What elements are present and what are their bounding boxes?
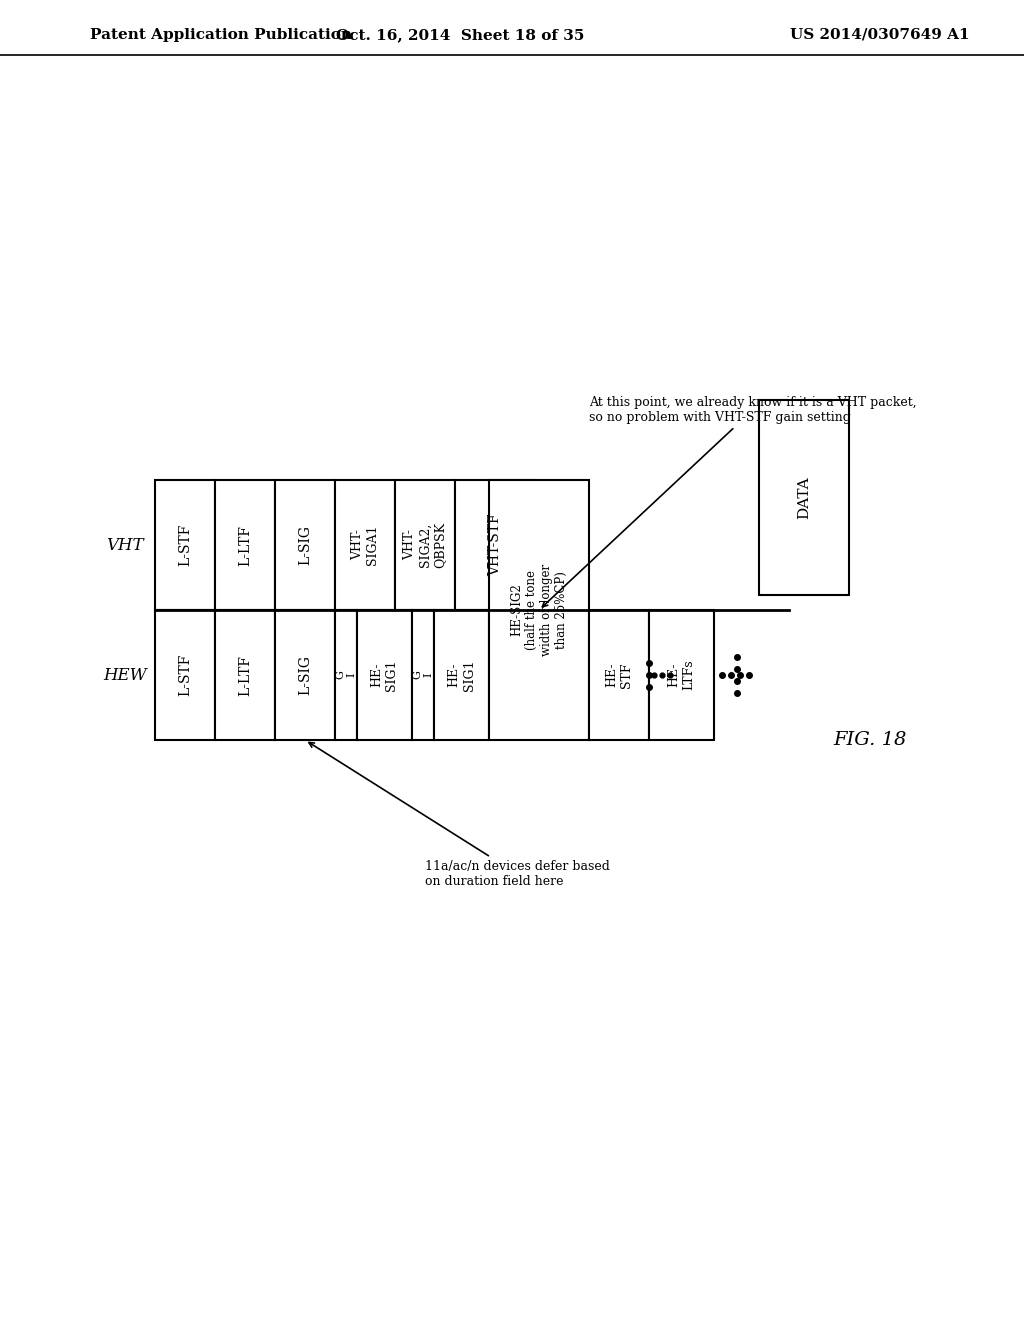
Bar (589, 610, 649, 741)
Text: HE-
LTFs: HE- LTFs (668, 660, 695, 690)
Text: L-STF: L-STF (178, 524, 193, 566)
Text: G
I: G I (413, 671, 434, 680)
Text: Patent Application Publication: Patent Application Publication (90, 28, 352, 42)
Text: VHT: VHT (106, 536, 143, 553)
Bar (335, 480, 395, 610)
Text: L-SIG: L-SIG (298, 655, 312, 696)
Bar (215, 480, 275, 610)
Bar (434, 610, 489, 741)
Bar (275, 480, 335, 610)
Text: VHT-
SIGA1: VHT- SIGA1 (351, 525, 379, 565)
Bar (759, 400, 849, 595)
Bar (395, 480, 455, 610)
Bar (155, 480, 215, 610)
Text: L-STF: L-STF (178, 653, 193, 696)
Text: HE-
SIG1: HE- SIG1 (371, 659, 398, 690)
Bar (215, 610, 275, 741)
Text: HE-
STF: HE- STF (605, 663, 633, 688)
Text: HE-
SIG1: HE- SIG1 (447, 659, 475, 690)
Text: HE-SIG2
(half the tone
width or longer
than 25%CP): HE-SIG2 (half the tone width or longer t… (510, 564, 568, 656)
Text: VHT-STF: VHT-STF (488, 513, 502, 577)
Text: Oct. 16, 2014  Sheet 18 of 35: Oct. 16, 2014 Sheet 18 of 35 (336, 28, 584, 42)
Bar (275, 610, 335, 741)
Text: L-LTF: L-LTF (238, 524, 252, 565)
Text: At this point, we already know if it is a VHT packet,
so no problem with VHT-STF: At this point, we already know if it is … (543, 396, 916, 607)
Text: 11a/ac/n devices defer based
on duration field here: 11a/ac/n devices defer based on duration… (309, 742, 610, 888)
Bar (489, 480, 589, 741)
Bar (335, 610, 357, 741)
Text: G
I: G I (335, 671, 356, 680)
Text: FIG. 18: FIG. 18 (834, 731, 906, 748)
Text: DATA: DATA (797, 477, 811, 519)
Bar (649, 610, 714, 741)
Text: L-SIG: L-SIG (298, 525, 312, 565)
Text: US 2014/0307649 A1: US 2014/0307649 A1 (791, 28, 970, 42)
Bar (412, 610, 434, 741)
Text: L-LTF: L-LTF (238, 655, 252, 696)
Text: VHT-
SIGA2,
QBPSK: VHT- SIGA2, QBPSK (403, 521, 446, 568)
Bar (455, 480, 535, 610)
Bar (357, 610, 412, 741)
Bar (155, 610, 215, 741)
Text: HEW: HEW (103, 667, 146, 684)
